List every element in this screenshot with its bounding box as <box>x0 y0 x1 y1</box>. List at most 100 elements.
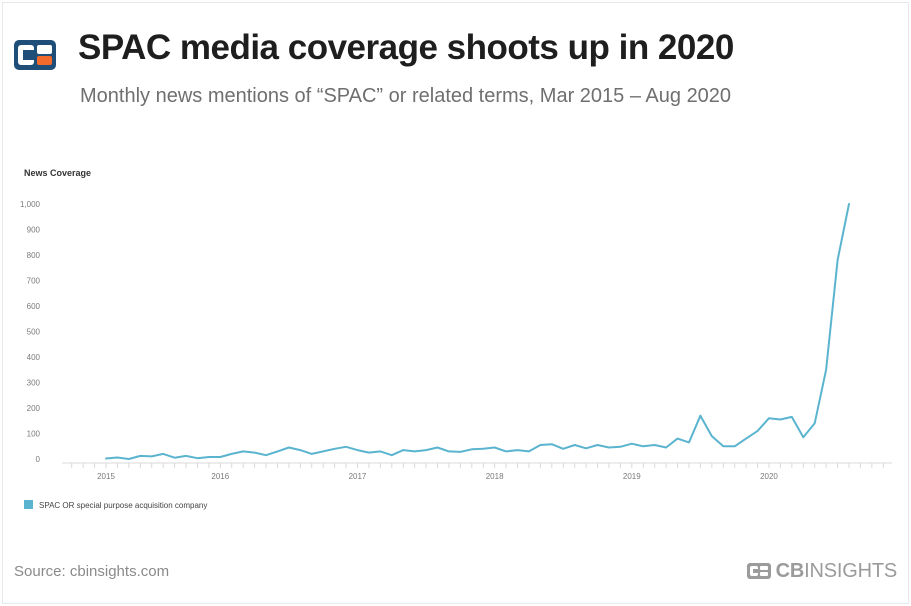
y-tick-label: 1,000 <box>20 200 41 209</box>
data-point[interactable] <box>698 414 702 418</box>
data-point[interactable] <box>824 368 828 372</box>
data-point[interactable] <box>778 417 782 421</box>
series-group <box>104 202 851 461</box>
y-tick-label: 800 <box>27 251 41 260</box>
data-point[interactable] <box>550 442 554 446</box>
cb-insights-logo <box>14 40 56 70</box>
brand-rest: INSIGHTS <box>804 559 897 582</box>
data-point[interactable] <box>413 449 417 453</box>
data-point[interactable] <box>584 446 588 450</box>
data-point[interactable] <box>504 449 508 453</box>
data-point[interactable] <box>367 451 371 455</box>
data-point[interactable] <box>618 445 622 449</box>
page-title: SPAC media coverage shoots up in 2020 <box>78 28 734 67</box>
data-point[interactable] <box>516 448 520 452</box>
data-point[interactable] <box>287 446 291 450</box>
data-point[interactable] <box>721 444 725 448</box>
data-point[interactable] <box>161 452 165 456</box>
data-point[interactable] <box>607 446 611 450</box>
data-point[interactable] <box>756 429 760 433</box>
y-tick-label: 500 <box>27 328 41 337</box>
data-point[interactable] <box>344 445 348 449</box>
data-point[interactable] <box>264 453 268 457</box>
y-tick-label: 300 <box>27 379 41 388</box>
data-point[interactable] <box>218 455 222 459</box>
data-point[interactable] <box>378 449 382 453</box>
data-point[interactable] <box>424 448 428 452</box>
data-point[interactable] <box>493 446 497 450</box>
data-point[interactable] <box>470 447 474 451</box>
data-point[interactable] <box>173 456 177 460</box>
x-tick-label: 2020 <box>760 472 778 481</box>
data-point[interactable] <box>138 454 142 458</box>
data-point[interactable] <box>527 449 531 453</box>
data-point[interactable] <box>333 447 337 451</box>
data-point[interactable] <box>390 453 394 457</box>
data-point[interactable] <box>767 416 771 420</box>
data-point[interactable] <box>230 452 234 456</box>
y-tick-label: 400 <box>27 353 41 362</box>
brand-icon <box>746 563 771 579</box>
y-axis-title: News Coverage <box>24 168 91 178</box>
data-point[interactable] <box>664 446 668 450</box>
x-tick-label: 2015 <box>97 472 115 481</box>
data-point[interactable] <box>733 444 737 448</box>
brand-wordmark: CBINSIGHTS <box>746 558 897 584</box>
data-point[interactable] <box>195 456 199 460</box>
data-point[interactable] <box>435 446 439 450</box>
y-tick-label: 700 <box>27 277 41 286</box>
data-point[interactable] <box>458 450 462 454</box>
legend-swatch[interactable] <box>24 500 33 509</box>
x-tick-label: 2018 <box>486 472 504 481</box>
x-tick-label: 2016 <box>211 472 229 481</box>
y-tick-label: 200 <box>27 404 41 413</box>
y-tick-label: 900 <box>27 226 41 235</box>
legend[interactable]: SPAC OR special purpose acquisition comp… <box>24 500 207 510</box>
x-axis: 2015 2016 2017 2018 2019 2020 <box>62 462 892 481</box>
data-point[interactable] <box>561 447 565 451</box>
data-point[interactable] <box>630 442 634 446</box>
data-point[interactable] <box>184 454 188 458</box>
data-point[interactable] <box>127 457 131 461</box>
data-point[interactable] <box>801 435 805 439</box>
data-point[interactable] <box>207 455 211 459</box>
brand-bold: CB <box>775 559 805 582</box>
data-point[interactable] <box>447 449 451 453</box>
source-note: Source: cbinsights.com <box>14 563 170 580</box>
data-point[interactable] <box>150 454 154 458</box>
page-subtitle: Monthly news mentions of “SPAC” or relat… <box>80 85 732 107</box>
data-point[interactable] <box>653 443 657 447</box>
y-tick-label: 100 <box>27 430 41 439</box>
data-point[interactable] <box>744 437 748 441</box>
data-point[interactable] <box>253 451 257 455</box>
data-point[interactable] <box>573 443 577 447</box>
data-point[interactable] <box>596 443 600 447</box>
data-point[interactable] <box>790 415 794 419</box>
data-point[interactable] <box>401 448 405 452</box>
x-tick-label: 2019 <box>623 472 641 481</box>
data-point[interactable] <box>310 452 314 456</box>
data-point[interactable] <box>321 449 325 453</box>
legend-label[interactable]: SPAC OR special purpose acquisition comp… <box>39 501 207 510</box>
data-point[interactable] <box>241 449 245 453</box>
x-tick-label: 2017 <box>349 472 367 481</box>
data-point[interactable] <box>298 448 302 452</box>
data-point[interactable] <box>538 443 542 447</box>
data-point[interactable] <box>481 447 485 451</box>
data-point[interactable] <box>355 448 359 452</box>
data-point[interactable] <box>115 455 119 459</box>
line-chart: News Coverage 0 100 200 300 400 500 600 700 800 9… <box>20 168 892 510</box>
data-point[interactable] <box>676 437 680 441</box>
series-line[interactable] <box>105 203 850 460</box>
data-point[interactable] <box>104 456 108 460</box>
y-tick-label: 0 <box>36 455 41 464</box>
data-point[interactable] <box>847 202 851 206</box>
y-axis: 0 100 200 300 400 500 600 700 800 900 1,000 <box>20 200 41 464</box>
data-point[interactable] <box>275 449 279 453</box>
data-point[interactable] <box>641 444 645 448</box>
data-point[interactable] <box>836 258 840 262</box>
data-point[interactable] <box>687 440 691 444</box>
data-point[interactable] <box>813 421 817 425</box>
data-point[interactable] <box>710 434 714 438</box>
